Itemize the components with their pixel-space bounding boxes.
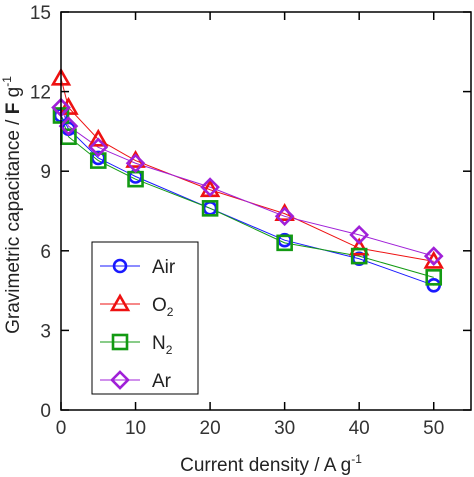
legend-label-air: Air	[152, 257, 176, 278]
plot-frame	[60, 11, 472, 411]
data-point-o2	[88, 128, 109, 147]
data-point-o2	[348, 237, 370, 256]
data-point-n2	[425, 269, 443, 286]
legend-label-subscript: 2	[166, 343, 173, 357]
x-tick-label: 10	[125, 418, 146, 439]
legend-label-o2: O2	[152, 295, 174, 319]
axis-ticks	[60, 11, 471, 411]
legend-marker-air	[112, 258, 128, 274]
y-tick-label: 9	[40, 162, 51, 183]
y-tick-label: 15	[30, 3, 51, 24]
legend-label-base: Ar	[152, 371, 172, 392]
data-point-n2	[276, 234, 293, 252]
tick-labels: 0 10 20 30 40 50 0 3 6 9 12 15	[30, 3, 444, 439]
x-tick-label: 30	[274, 418, 295, 439]
y-tick-label: 12	[30, 83, 51, 104]
data-point-ar	[200, 177, 220, 197]
y-tick-label: 3	[40, 321, 51, 342]
legend-label-base: N	[152, 333, 166, 354]
y-tick-label: 0	[40, 401, 51, 422]
legend-marker-n2	[111, 333, 129, 351]
legend-box	[91, 241, 199, 395]
data-point-ar	[423, 246, 444, 266]
x-tick-label: 20	[200, 418, 221, 439]
data-point-ar	[125, 153, 146, 174]
data-point-n2	[350, 247, 368, 265]
x-axis-label: Current density / A g-1	[180, 452, 362, 476]
x-tick-label: 0	[56, 418, 67, 439]
y-axis-label: Gravimetric capacitance / F g-1	[0, 76, 24, 334]
legend-label-base: Air	[152, 257, 176, 278]
legend-label-subscript: 2	[167, 305, 174, 319]
data-point-ar	[88, 137, 109, 158]
data-point-ar	[349, 225, 370, 245]
x-tick-label: 50	[423, 418, 444, 439]
series-line-n2	[60, 115, 434, 278]
y-tick-label: 6	[40, 242, 51, 263]
data-point-ar	[58, 116, 79, 136]
legend-label-ar: Ar	[152, 371, 172, 392]
data-point-ar	[274, 206, 295, 227]
x-tick-label: 40	[349, 418, 370, 439]
series-line-ar	[60, 107, 434, 257]
data-point-n2	[201, 200, 219, 217]
legend-label-n2: N2	[152, 333, 173, 357]
legend-label-base: O	[152, 295, 167, 316]
legend-marker-ar	[110, 370, 130, 390]
legend-marker-o2	[109, 293, 131, 312]
